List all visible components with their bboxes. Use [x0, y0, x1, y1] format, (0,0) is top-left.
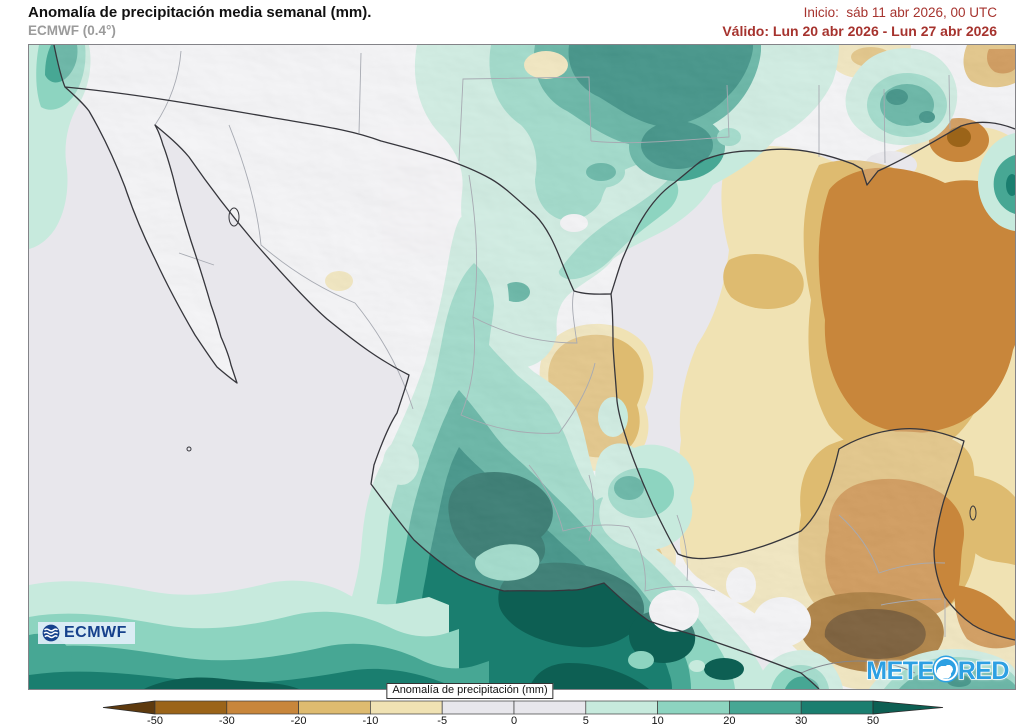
colorbar-segment [298, 700, 371, 715]
model-subtitle: ECMWF (0.4°) [28, 23, 116, 38]
anomaly-map: ECMWF METE RED [28, 44, 1016, 690]
colorbar-segment [800, 700, 874, 715]
ecmwf-logo-icon [42, 624, 60, 642]
colorbar-segment [513, 700, 587, 715]
colorbar-tick-label: -50 [147, 715, 163, 727]
ecmwf-logo[interactable]: ECMWF [38, 622, 135, 644]
colorbar-segment [370, 700, 443, 715]
meteored-logo[interactable]: METE RED [865, 656, 1010, 686]
colorbar-segment [154, 700, 228, 715]
meteored-o-icon [933, 657, 958, 681]
coastlines [53, 45, 1015, 689]
colorbar-tick-label: 30 [795, 715, 807, 727]
valid-date-line: Válido: Lun 20 abr 2026 - Lun 27 abr 202… [722, 23, 997, 39]
forecast-dates: Inicio: sáb 11 abr 2026, 00 UTC Válido: … [722, 4, 997, 40]
colorbar: -50 -30 -20 -10 -5 0 5 10 20 30 50 [0, 694, 1024, 728]
colorbar-segment [585, 700, 658, 715]
colorbar-tick-label: 0 [511, 715, 517, 727]
colorbar-scale: -50 -30 -20 -10 -5 0 5 10 20 30 50 [102, 700, 944, 727]
init-date-line: Inicio: sáb 11 abr 2026, 00 UTC [803, 5, 997, 20]
colorbar-segment [657, 700, 730, 715]
colorbar-segment [729, 700, 802, 715]
page-title: Anomalía de precipitación media semanal … [28, 4, 372, 21]
colorbar-tick-label: 50 [867, 715, 879, 727]
state-borders [154, 50, 951, 674]
colorbar-arrow-right [872, 700, 944, 715]
colorbar-tick-label: -30 [219, 715, 235, 727]
colorbar-segment [226, 700, 299, 715]
colorbar-tick-label: 10 [651, 715, 663, 727]
meteored-text-suffix: RED [957, 656, 1010, 686]
colorbar-tick-label: -5 [437, 715, 447, 727]
colorbar-tick-label: 5 [583, 715, 589, 727]
ecmwf-logo-text: ECMWF [64, 624, 127, 641]
meteored-text-prefix: METE [865, 656, 935, 686]
anomaly-map-svg [29, 45, 1015, 689]
colorbar-title: Anomalía de precipitación (mm) [386, 683, 554, 699]
colorbar-arrow-left [102, 700, 156, 715]
colorbar-tick-label: 20 [723, 715, 735, 727]
colorbar-segment [441, 700, 515, 715]
colorbar-tick-label: -10 [362, 715, 378, 727]
colorbar-tick-label: -20 [291, 715, 307, 727]
